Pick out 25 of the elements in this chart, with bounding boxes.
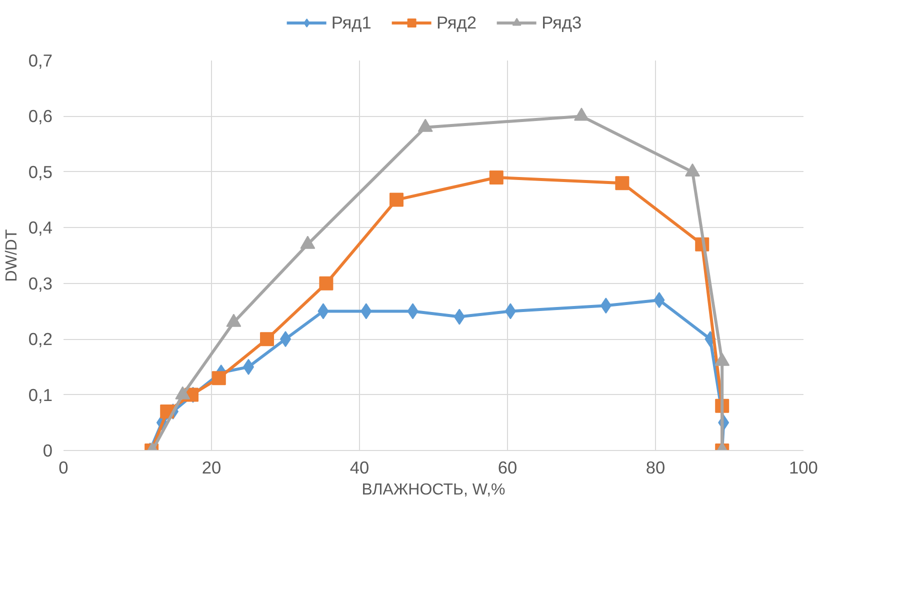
y-tick-label: 0,3 xyxy=(28,273,53,294)
y-tick-label: 0,5 xyxy=(28,162,53,182)
x-tick-label: 80 xyxy=(646,458,666,478)
y-tick-label: 0,6 xyxy=(28,106,53,126)
point xyxy=(319,276,334,290)
legend-label: Ряд3 xyxy=(542,12,582,33)
x-tick-label: 20 xyxy=(202,458,222,478)
legend-label: Ряд1 xyxy=(331,12,372,33)
point xyxy=(615,176,630,190)
y-tick-label: 0,1 xyxy=(28,384,53,405)
x-tick-label: 100 xyxy=(789,458,818,478)
y-axis-title: DW/DT xyxy=(3,229,20,282)
y-tick-label: 0,4 xyxy=(28,218,53,238)
legend-label: Ряд2 xyxy=(436,12,477,33)
point xyxy=(212,371,226,386)
point xyxy=(260,332,274,346)
x-tick-label: 60 xyxy=(498,458,518,478)
x-tick-label: 40 xyxy=(350,458,370,478)
point xyxy=(390,192,404,207)
y-tick-label: 0 xyxy=(42,440,53,460)
y-tick-label: 0,7 xyxy=(28,50,53,70)
y-tick-label: 0,2 xyxy=(28,329,53,350)
x-axis-title: ВЛАЖНОСТЬ, W,% xyxy=(362,482,506,498)
point xyxy=(489,170,504,184)
x-tick-label: 0 xyxy=(58,458,68,478)
